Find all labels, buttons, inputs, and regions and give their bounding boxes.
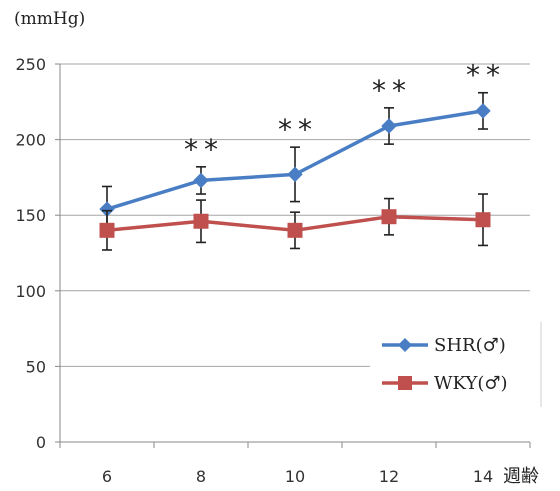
legend-marker (398, 376, 412, 390)
data-point (287, 166, 303, 183)
significance-annotations: ** ** ** ** (184, 59, 506, 166)
y-tick-label: 50 (26, 357, 46, 376)
y-tick-label: 150 (15, 206, 46, 225)
significance-mark: ** (372, 74, 412, 107)
x-tick-label: 14 (473, 467, 493, 486)
x-tick-label: 8 (196, 467, 206, 486)
x-tick-label: 10 (285, 467, 305, 486)
x-tick-label: 12 (379, 467, 399, 486)
legend-marker (398, 338, 412, 352)
x-axis-ticks: 6 8 10 12 14 (59, 442, 531, 486)
series-layer (99, 91, 491, 251)
data-point (99, 222, 115, 238)
y-axis-ticks: 0 50 100 150 200 250 (15, 55, 60, 452)
data-point (193, 172, 209, 189)
x-axis-label: 週齢 (503, 466, 539, 487)
y-axis-label: (mmHg) (14, 9, 85, 29)
legend: SHR(♂) WKY(♂) (370, 322, 542, 407)
data-point (287, 222, 303, 238)
data-point (381, 118, 397, 134)
significance-mark: ** (184, 133, 224, 166)
legend-label: SHR(♂) (434, 335, 506, 356)
legend-box (370, 322, 542, 407)
y-tick-label: 200 (15, 131, 46, 150)
data-point (475, 212, 491, 228)
series-2 (99, 193, 491, 251)
significance-mark: ** (278, 113, 318, 146)
legend-label: WKY(♂) (434, 373, 508, 394)
y-tick-label: 100 (15, 282, 46, 301)
data-point (381, 209, 397, 225)
data-point (475, 103, 491, 119)
significance-mark: ** (466, 59, 506, 92)
y-tick-label: 250 (15, 55, 46, 74)
data-point (193, 213, 209, 229)
y-tick-label: 0 (36, 433, 46, 452)
series-1 (99, 91, 491, 233)
x-tick-label: 6 (102, 467, 112, 486)
